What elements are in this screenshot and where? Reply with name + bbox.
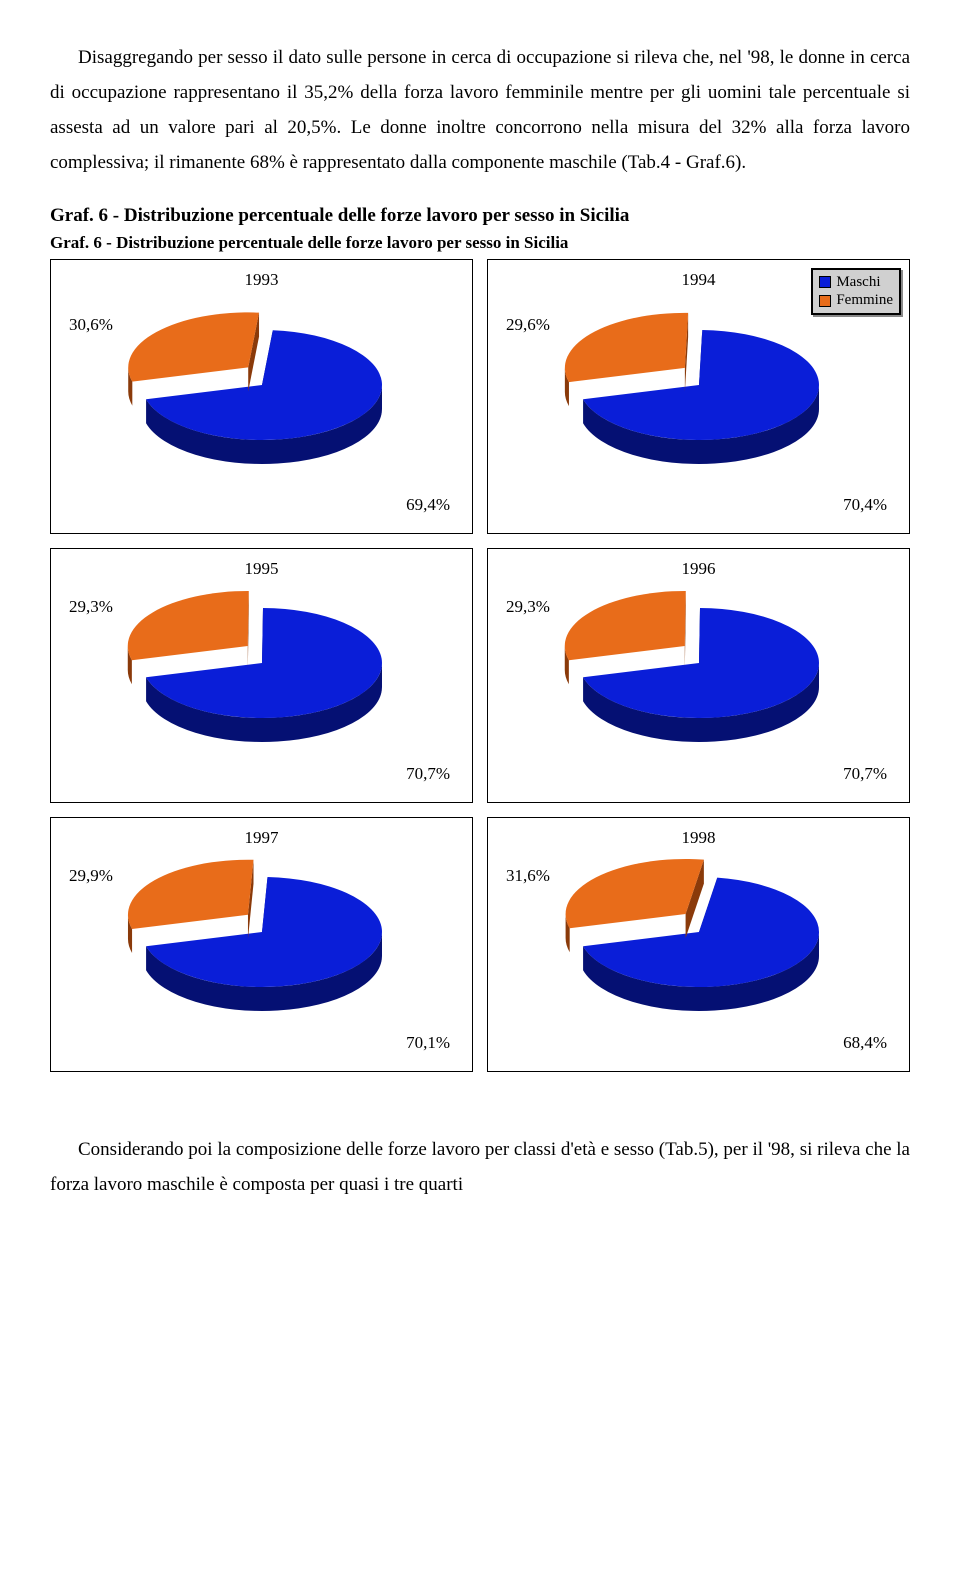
pct-label-femmine: 30,6% xyxy=(69,315,113,335)
chart-grid: 1993 30,6% 69,4% 1994 Maschi Femmine 29,6%… xyxy=(50,259,910,1072)
pct-label-maschi: 69,4% xyxy=(406,495,450,515)
chart-subtitle: Graf. 6 - Distribuzione percentuale dell… xyxy=(50,233,910,253)
legend-item-maschi: Maschi xyxy=(819,273,893,292)
year-label: 1994 xyxy=(682,270,716,290)
pie-chart xyxy=(82,588,442,788)
pct-label-femmine: 29,3% xyxy=(506,597,550,617)
pct-label-femmine: 29,6% xyxy=(506,315,550,335)
pie-chart xyxy=(519,857,879,1057)
legend: Maschi Femmine xyxy=(811,268,901,316)
pie-panel-1996: 1996 29,3% 70,7% xyxy=(487,548,910,803)
swatch-maschi xyxy=(819,276,831,288)
pie-panel-1998: 1998 31,6% 68,4% xyxy=(487,817,910,1072)
year-label: 1995 xyxy=(245,559,279,579)
pct-label-femmine: 29,3% xyxy=(69,597,113,617)
legend-label: Maschi xyxy=(836,273,880,292)
pct-label-femmine: 31,6% xyxy=(506,866,550,886)
pct-label-maschi: 70,7% xyxy=(843,764,887,784)
legend-label: Femmine xyxy=(836,291,893,310)
legend-item-femmine: Femmine xyxy=(819,291,893,310)
year-label: 1998 xyxy=(682,828,716,848)
swatch-femmine xyxy=(819,295,831,307)
pie-chart xyxy=(519,310,879,510)
pct-label-maschi: 68,4% xyxy=(843,1033,887,1053)
pie-panel-1993: 1993 30,6% 69,4% xyxy=(50,259,473,534)
section-title: Graf. 6 - Distribuzione percentuale dell… xyxy=(50,205,910,227)
pie-chart xyxy=(519,588,879,788)
pct-label-maschi: 70,1% xyxy=(406,1033,450,1053)
closing-paragraph: Considerando poi la composizione delle f… xyxy=(50,1132,910,1202)
pie-chart xyxy=(82,310,442,510)
intro-paragraph: Disaggregando per sesso il dato sulle pe… xyxy=(50,40,910,181)
pie-panel-1994: 1994 Maschi Femmine 29,6% 70,4% xyxy=(487,259,910,534)
pct-label-maschi: 70,7% xyxy=(406,764,450,784)
year-label: 1997 xyxy=(245,828,279,848)
year-label: 1996 xyxy=(682,559,716,579)
pie-chart xyxy=(82,857,442,1057)
pct-label-maschi: 70,4% xyxy=(843,495,887,515)
pie-panel-1995: 1995 29,3% 70,7% xyxy=(50,548,473,803)
pie-panel-1997: 1997 29,9% 70,1% xyxy=(50,817,473,1072)
pct-label-femmine: 29,9% xyxy=(69,866,113,886)
year-label: 1993 xyxy=(245,270,279,290)
